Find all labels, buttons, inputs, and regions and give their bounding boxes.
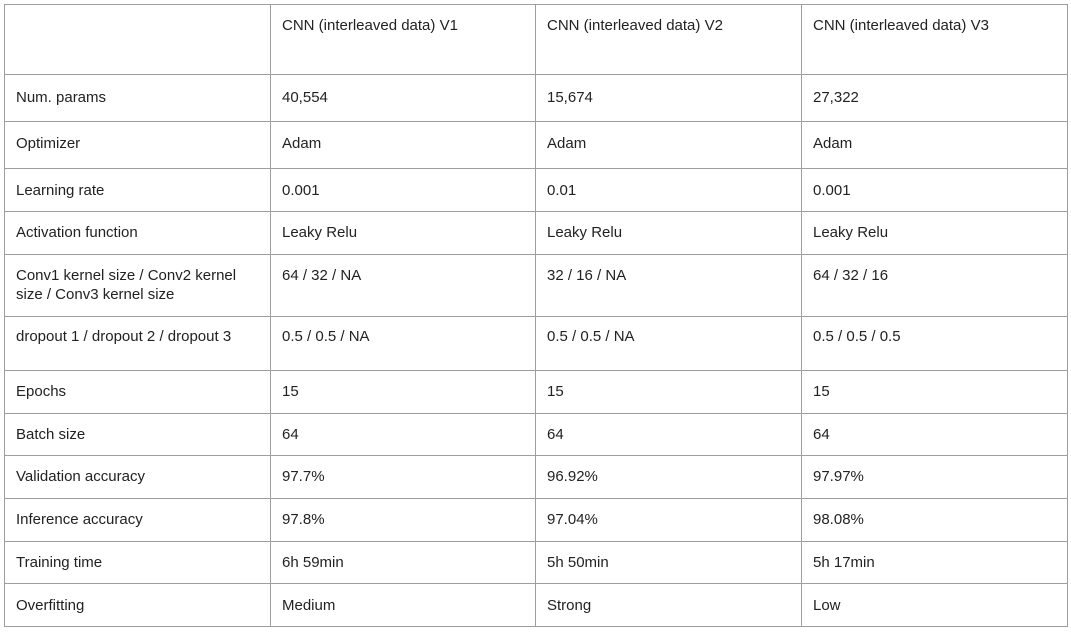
table-cell: 5h 17min (801, 541, 1068, 584)
table-cell: 32 / 16 / NA (535, 254, 802, 317)
header-cell-empty (4, 4, 271, 75)
table-cell: Strong (535, 583, 802, 627)
model-comparison-table: CNN (interleaved data) V1 CNN (interleav… (4, 4, 1068, 627)
table-cell: Adam (801, 121, 1068, 169)
table-cell: 98.08% (801, 498, 1068, 542)
table-cell: 97.7% (270, 455, 536, 499)
table-header-row: CNN (interleaved data) V1 CNN (interleav… (4, 4, 1068, 75)
row-label: Batch size (4, 413, 271, 456)
table-cell: 0.001 (270, 168, 536, 212)
table-cell: 0.5 / 0.5 / NA (535, 316, 802, 371)
row-label: Validation accuracy (4, 455, 271, 499)
table-cell: 15 (801, 370, 1068, 414)
table-cell: 0.5 / 0.5 / 0.5 (801, 316, 1068, 371)
header-cell-v3: CNN (interleaved data) V3 (801, 4, 1068, 75)
table-cell: Adam (535, 121, 802, 169)
row-label: dropout 1 / dropout 2 / dropout 3 (4, 316, 271, 371)
table-row: Batch size 64 64 64 (4, 413, 1068, 456)
row-label: Overfitting (4, 583, 271, 627)
table-cell: 6h 59min (270, 541, 536, 584)
table-row: Training time 6h 59min 5h 50min 5h 17min (4, 541, 1068, 584)
table-row: Validation accuracy 97.7% 96.92% 97.97% (4, 455, 1068, 499)
table-cell: 64 (801, 413, 1068, 456)
row-label: Conv1 kernel size / Conv2 kernel size / … (4, 254, 271, 317)
table-cell: Leaky Relu (801, 211, 1068, 255)
table-cell: 27,322 (801, 74, 1068, 122)
table-cell: 15 (270, 370, 536, 414)
row-label: Activation function (4, 211, 271, 255)
table-cell: 97.04% (535, 498, 802, 542)
table-cell: 97.97% (801, 455, 1068, 499)
table-row: Conv1 kernel size / Conv2 kernel size / … (4, 254, 1068, 317)
table-cell: 15 (535, 370, 802, 414)
table-cell: 64 / 32 / 16 (801, 254, 1068, 317)
table-cell: Medium (270, 583, 536, 627)
table-row: dropout 1 / dropout 2 / dropout 3 0.5 / … (4, 316, 1068, 371)
row-label: Learning rate (4, 168, 271, 212)
row-label: Inference accuracy (4, 498, 271, 542)
table-row: Epochs 15 15 15 (4, 370, 1068, 414)
table-row: Activation function Leaky Relu Leaky Rel… (4, 211, 1068, 255)
header-cell-v1: CNN (interleaved data) V1 (270, 4, 536, 75)
table-cell: 0.01 (535, 168, 802, 212)
row-label: Epochs (4, 370, 271, 414)
table-cell: Leaky Relu (535, 211, 802, 255)
table-row: Inference accuracy 97.8% 97.04% 98.08% (4, 498, 1068, 542)
table-cell: Low (801, 583, 1068, 627)
table-cell: 64 (270, 413, 536, 456)
table-row: Num. params 40,554 15,674 27,322 (4, 74, 1068, 122)
row-label: Optimizer (4, 121, 271, 169)
table-cell: 15,674 (535, 74, 802, 122)
table-cell: 64 / 32 / NA (270, 254, 536, 317)
table-cell: 5h 50min (535, 541, 802, 584)
table-cell: 40,554 (270, 74, 536, 122)
table-cell: 64 (535, 413, 802, 456)
row-label: Training time (4, 541, 271, 584)
header-cell-v2: CNN (interleaved data) V2 (535, 4, 802, 75)
table-row: Overfitting Medium Strong Low (4, 583, 1068, 627)
table-cell: 0.5 / 0.5 / NA (270, 316, 536, 371)
table-cell: 96.92% (535, 455, 802, 499)
table-row: Optimizer Adam Adam Adam (4, 121, 1068, 169)
row-label: Num. params (4, 74, 271, 122)
table-row: Learning rate 0.001 0.01 0.001 (4, 168, 1068, 212)
table-cell: Adam (270, 121, 536, 169)
table-cell: Leaky Relu (270, 211, 536, 255)
table-cell: 97.8% (270, 498, 536, 542)
table-cell: 0.001 (801, 168, 1068, 212)
